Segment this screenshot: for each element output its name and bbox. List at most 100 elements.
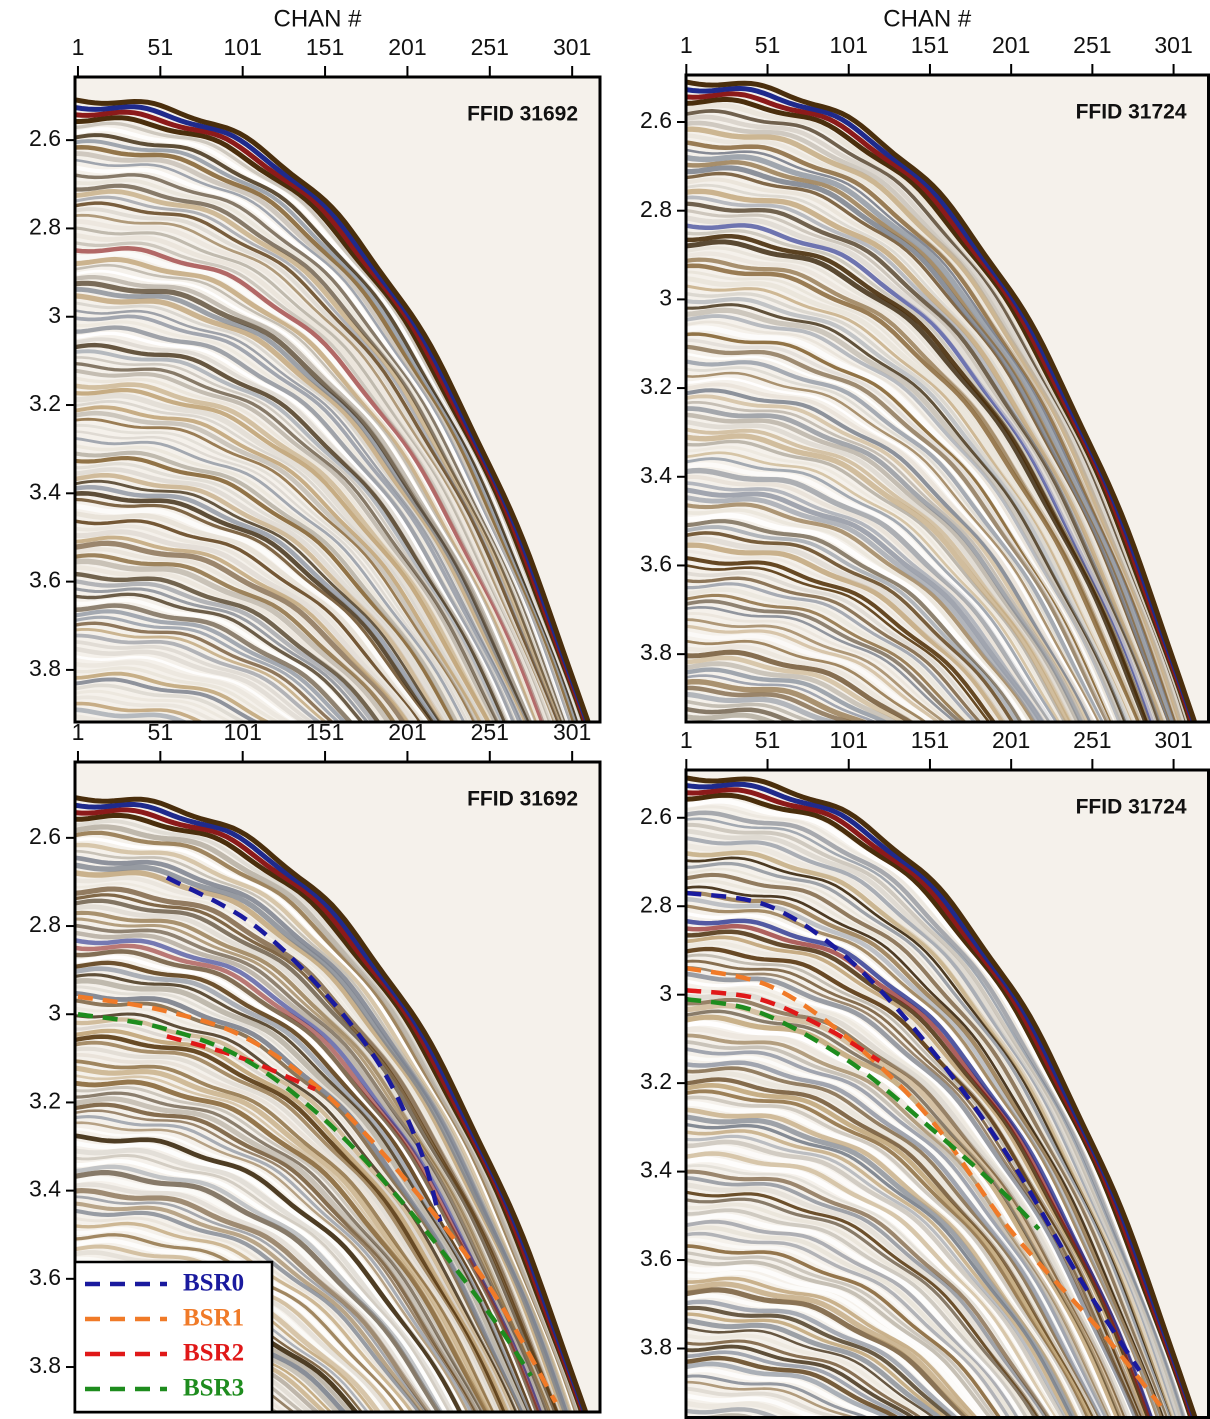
seismic-reflector	[75, 444, 463, 722]
seismic-reflector	[686, 885, 1166, 1418]
seismic-reflector	[686, 1095, 1087, 1418]
seismic-reflector	[686, 678, 871, 722]
seismic-reflector	[686, 320, 1119, 722]
seismic-reflector	[686, 352, 1107, 722]
seismic-reflector	[75, 436, 466, 722]
seismic-reflector	[75, 587, 370, 722]
seismic-reflector	[686, 1258, 993, 1418]
seismic-reflector	[686, 649, 916, 722]
seismic-reflector	[686, 987, 1133, 1418]
frame	[684, 768, 1210, 1419]
seismic-reflector	[75, 1115, 473, 1412]
x-tick-label: 51	[755, 727, 781, 753]
seismic-reflector	[75, 973, 531, 1412]
seismic-reflector	[686, 587, 974, 722]
seismic-reflector	[686, 297, 1130, 722]
seismic-reflector	[686, 1202, 1033, 1418]
seismic-reflector	[75, 1127, 466, 1412]
y-tick-label: 3.8	[640, 639, 672, 665]
frame	[684, 73, 1210, 724]
bsr-line	[686, 965, 1163, 1408]
seismic-reflector	[75, 473, 446, 722]
seismic-reflector	[75, 819, 583, 1412]
seismic-reflector	[75, 553, 397, 722]
seismic-reflector	[75, 361, 500, 722]
seismic-reflector	[686, 1393, 826, 1418]
x-tick-label: 301	[553, 719, 591, 745]
seismic-reflector	[686, 388, 1093, 722]
seismic-reflector	[686, 359, 1106, 722]
seismic-reflector	[686, 1122, 1074, 1418]
y-tick-label: 3.8	[640, 1334, 672, 1360]
seismic-reflector	[75, 462, 452, 722]
seismic-reflector	[75, 904, 557, 1412]
seismic-reflector	[686, 457, 1059, 722]
seismic-reflector	[686, 1066, 1102, 1418]
seismic-reflector	[686, 195, 1164, 722]
seismic-reflector	[686, 1367, 883, 1418]
seismic-reflector	[75, 1201, 426, 1412]
bsr-line	[166, 1034, 317, 1092]
seismic-reflector	[75, 1411, 78, 1412]
seismic-reflector	[686, 366, 1103, 722]
seismic-reflector	[686, 495, 1041, 722]
seismic-reflector	[686, 531, 1015, 722]
x-tick-label: 201	[388, 719, 426, 745]
seismic-reflector	[686, 284, 1135, 722]
seismic-reflector	[75, 511, 428, 722]
x-tick-label: 301	[553, 34, 591, 60]
x-tick-label: 151	[911, 727, 949, 753]
y-tick-label: 3.2	[640, 373, 672, 399]
seismic-reflector	[75, 1091, 484, 1412]
seismic-reflector	[75, 226, 552, 722]
seismic-reflector	[75, 417, 476, 722]
seismic-reflector	[75, 837, 576, 1412]
seismic-reflector	[686, 549, 1001, 722]
seismic-reflector	[686, 382, 1096, 722]
seismic-reflector	[75, 1074, 491, 1412]
seismic-reflector	[75, 1059, 496, 1412]
seismic-reflector	[75, 1023, 513, 1412]
seismic-reflector	[75, 609, 348, 722]
legend-label: BSR1	[183, 1305, 244, 1332]
y-tick-label: 2.8	[640, 196, 672, 222]
seismic-reflector	[686, 263, 1142, 722]
seismic-reflector	[686, 1060, 1105, 1418]
seismic-reflector	[75, 627, 328, 722]
seismic-reflector	[686, 508, 1032, 722]
x-tick-label: 151	[911, 32, 949, 58]
seismic-reflector	[686, 904, 1160, 1418]
seismic-reflector	[75, 639, 315, 722]
x-tick-label: 251	[471, 34, 509, 60]
seismic-reflector	[75, 183, 566, 722]
seismic-reflector	[75, 592, 364, 722]
x-tick-label: 101	[830, 32, 868, 58]
seismic-reflector	[75, 232, 550, 722]
seismic-reflector	[75, 597, 359, 722]
seismic-reflector	[686, 699, 819, 722]
seismic-reflector	[686, 1264, 989, 1418]
seismic-reflector	[75, 646, 308, 722]
seismic-reflector	[686, 1197, 1037, 1418]
seismic-reflector	[75, 1133, 463, 1412]
seismic-reflector	[686, 1169, 1052, 1418]
seismic-reflector	[75, 1109, 476, 1412]
seismic-reflector	[75, 917, 552, 1412]
seismic-reflector	[686, 624, 941, 722]
legend-label: BSR3	[183, 1375, 244, 1402]
legend-label: BSR0	[183, 1270, 244, 1297]
seismic-reflector	[75, 456, 456, 722]
y-tick-label: 3.6	[640, 551, 672, 577]
seismic-reflector	[686, 1182, 1046, 1418]
seismic-reflector	[75, 1034, 508, 1412]
bsr-line	[686, 890, 1142, 1372]
bsr-line	[686, 988, 881, 1063]
seismic-reflector	[686, 519, 1024, 722]
seismic-reflector	[686, 1047, 1109, 1418]
seismic-reflector	[75, 571, 381, 722]
seismic-reflector	[75, 301, 526, 722]
seismic-reflector	[686, 276, 1138, 722]
seismic-reflector	[75, 524, 419, 722]
seismic-reflector	[75, 671, 272, 722]
seismic-reflector	[686, 445, 1064, 722]
